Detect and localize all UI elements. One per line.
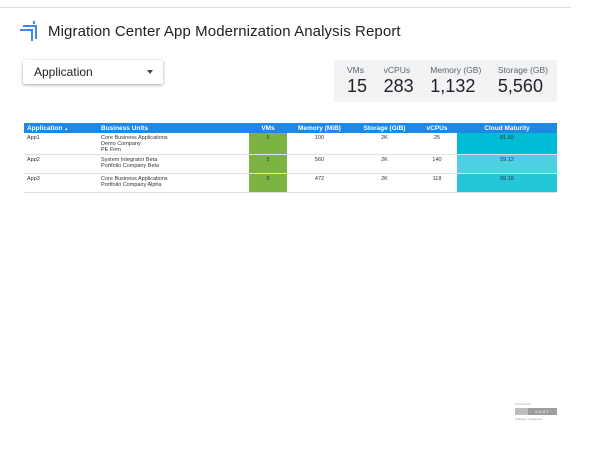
column-header-storage[interactable]: Storage (GiB)	[352, 123, 417, 133]
cell-storage: 2K	[352, 154, 417, 174]
business-unit: Demo Company	[101, 141, 141, 148]
sort-ascending-icon: ▲	[64, 125, 69, 131]
table-row[interactable]: App2 System Integrator Beta Portfolio Co…	[24, 154, 557, 174]
business-unit: System Integrator Beta	[101, 156, 158, 163]
cell-vms: 5	[249, 133, 287, 155]
kpi-vms: VMs 15	[347, 65, 367, 102]
cell-vcpus: 118	[417, 173, 457, 193]
cell-cloud-maturity: 59.12	[457, 154, 557, 174]
logo-block-icon	[515, 408, 528, 415]
column-header-application[interactable]: Application ▲	[24, 123, 98, 133]
cell-memory: 100	[287, 133, 352, 155]
kpi-value: 15	[347, 76, 368, 96]
cell-storage: 2K	[352, 173, 417, 193]
migration-center-logo-icon	[20, 21, 37, 41]
column-header-vms[interactable]: VMs	[249, 123, 287, 133]
kpi-summary-panel: VMs 15 vCPUs 283 Memory (GB) 1,132 Stora…	[334, 60, 557, 102]
powered-by-cast-badge[interactable]: Powered by CAST Software Intelligence	[515, 402, 557, 421]
cell-vms: 5	[249, 154, 287, 174]
kpi-value: 5,560	[497, 76, 543, 96]
kpi-label: VMs	[347, 65, 364, 75]
applications-table: Application ▲ Business Units VMs Memory …	[24, 123, 557, 193]
badge-bottom-text: Software Intelligence	[515, 417, 543, 421]
column-header-cloud-maturity[interactable]: Cloud Maturity	[457, 123, 557, 133]
column-header-vcpus[interactable]: vCPUs	[417, 123, 457, 133]
filter-label: Application	[34, 65, 93, 79]
kpi-memory: Memory (GB) 1,132	[430, 65, 481, 102]
business-unit: Core Business Applications	[101, 135, 168, 141]
page-title: Migration Center App Modernization Analy…	[48, 22, 401, 40]
table-header-row: Application ▲ Business Units VMs Memory …	[24, 123, 557, 133]
kpi-storage: Storage (GB) 5,560	[498, 65, 548, 102]
cell-application: App2	[24, 154, 98, 174]
cell-vcpus: 140	[417, 154, 457, 174]
cell-business-units: Core Business Applications Portfolio Com…	[98, 173, 249, 193]
cell-application: App1	[24, 133, 98, 155]
report-header: Migration Center App Modernization Analy…	[20, 20, 401, 42]
cell-business-units: System Integrator Beta Portfolio Company…	[98, 154, 249, 174]
cell-vms: 5	[249, 173, 287, 193]
cell-storage: 2K	[352, 133, 417, 155]
column-header-label: Application	[27, 124, 63, 132]
kpi-label: Memory (GB)	[430, 65, 482, 75]
cast-logo: CAST	[515, 408, 557, 415]
kpi-label: Storage (GB)	[497, 65, 548, 75]
kpi-label: vCPUs	[383, 65, 411, 75]
business-unit: Portfolio Company Alpha	[101, 181, 162, 188]
cell-application: App3	[24, 173, 98, 193]
business-unit: Core Business Applications	[101, 175, 168, 182]
application-filter-dropdown[interactable]: Application	[23, 60, 163, 84]
business-unit: PE Firm	[101, 147, 121, 154]
cell-cloud-maturity: 81.65	[457, 133, 557, 155]
table-row[interactable]: App3 Core Business Applications Portfoli…	[24, 173, 557, 193]
top-divider	[0, 7, 571, 8]
cell-memory: 560	[287, 154, 352, 174]
kpi-value: 283	[383, 76, 414, 96]
table-row[interactable]: App1 Core Business Applications Demo Com…	[24, 133, 557, 155]
cell-vcpus: 25	[417, 133, 457, 155]
column-header-memory[interactable]: Memory (MiB)	[287, 123, 352, 133]
kpi-value: 1,132	[430, 76, 476, 96]
business-unit: Portfolio Company Beta	[101, 162, 160, 169]
badge-top-text: Powered by	[515, 402, 531, 406]
kpi-vcpus: vCPUs 283	[384, 65, 414, 102]
cell-memory: 472	[287, 173, 352, 193]
cell-business-units: Core Business Applications Demo Company …	[98, 133, 249, 155]
badge-brand: CAST	[528, 408, 557, 415]
column-header-business-units[interactable]: Business Units	[98, 123, 249, 133]
chevron-down-icon	[147, 70, 153, 74]
cell-cloud-maturity: 69.16	[457, 173, 557, 193]
